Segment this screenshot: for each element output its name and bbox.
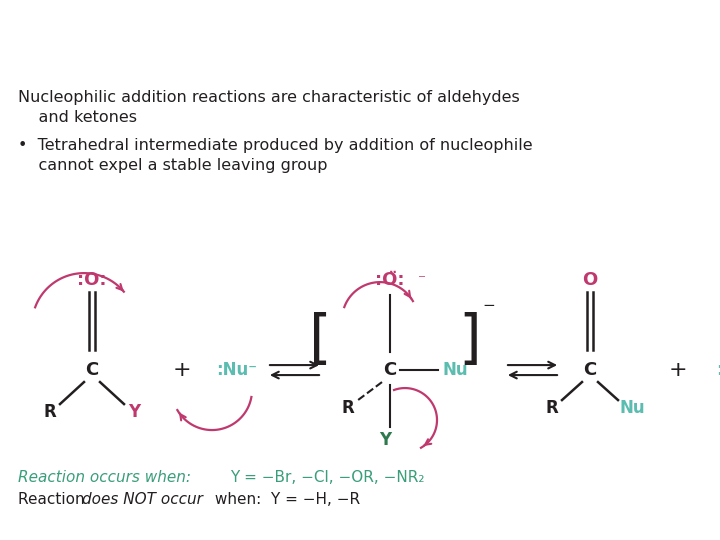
Text: Y = −Br, −Cl, −OR, −NR₂: Y = −Br, −Cl, −OR, −NR₂ (230, 470, 425, 485)
Text: R: R (341, 399, 354, 417)
Text: cannot expel a stable leaving group: cannot expel a stable leaving group (18, 158, 328, 173)
Text: R: R (44, 403, 56, 421)
Text: C: C (383, 361, 397, 379)
Text: O: O (582, 271, 598, 289)
Text: ⁻: ⁻ (418, 273, 426, 288)
Text: ]: ] (459, 312, 482, 369)
Text: Nu: Nu (442, 361, 467, 379)
Text: Y: Y (128, 403, 140, 421)
Text: Nucleophilic addition reactions are characteristic of aldehydes: Nucleophilic addition reactions are char… (18, 90, 520, 105)
Text: −: − (482, 298, 495, 313)
Text: :Ö:: :Ö: (375, 271, 405, 289)
Text: when:  Y = −H, −R: when: Y = −H, −R (210, 492, 360, 507)
Text: •  Tetrahedral intermediate produced by addition of nucleophile: • Tetrahedral intermediate produced by a… (18, 138, 533, 153)
Text: C: C (86, 361, 99, 379)
Text: does NOT occur: does NOT occur (82, 492, 203, 507)
Text: and ketones: and ketones (18, 110, 137, 125)
Text: +: + (669, 360, 688, 380)
Text: +: + (173, 360, 192, 380)
Text: :Y⁻: :Y⁻ (716, 361, 720, 379)
Text: :Nu⁻: :Nu⁻ (217, 361, 258, 379)
Text: Nu: Nu (619, 399, 645, 417)
Text: :O:: :O: (77, 271, 107, 289)
Text: Reaction occurs when:: Reaction occurs when: (18, 470, 191, 485)
Text: 14. 10 Biological Reductions: 14. 10 Biological Reductions (13, 21, 457, 49)
Text: Y: Y (379, 431, 391, 449)
Text: C: C (583, 361, 597, 379)
Text: [: [ (309, 312, 331, 369)
Text: Reaction: Reaction (18, 492, 89, 507)
Text: R: R (546, 399, 559, 417)
